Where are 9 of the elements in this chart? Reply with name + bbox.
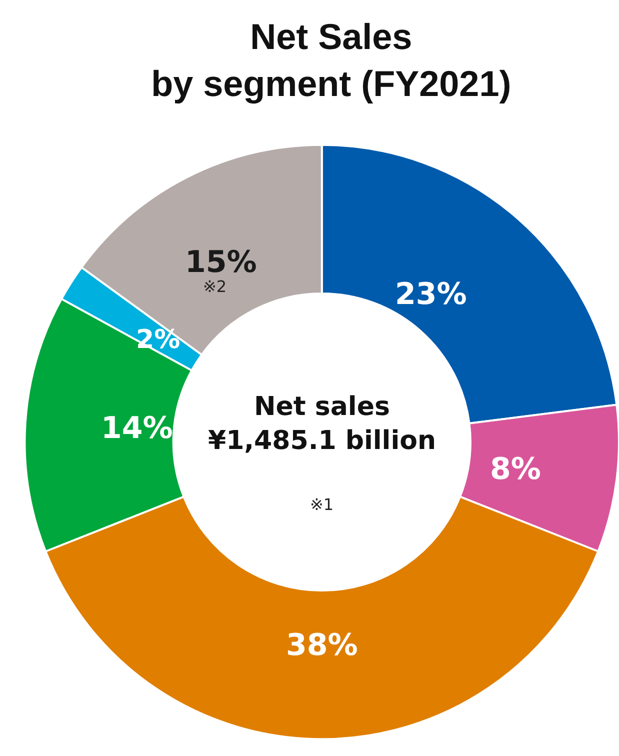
text: ※2 <box>203 277 227 296</box>
data-label: 23% <box>395 277 467 312</box>
data-label: 38% <box>286 628 358 663</box>
text: Net sales ¥1,485.1 billion <box>208 392 436 456</box>
data-label: 8% <box>490 452 541 487</box>
data-label: 15% <box>185 245 257 280</box>
chart-title: Net Sales by segment (FY2021) <box>151 16 512 104</box>
text: ※1 <box>310 495 334 514</box>
data-label: 14% <box>101 411 173 446</box>
